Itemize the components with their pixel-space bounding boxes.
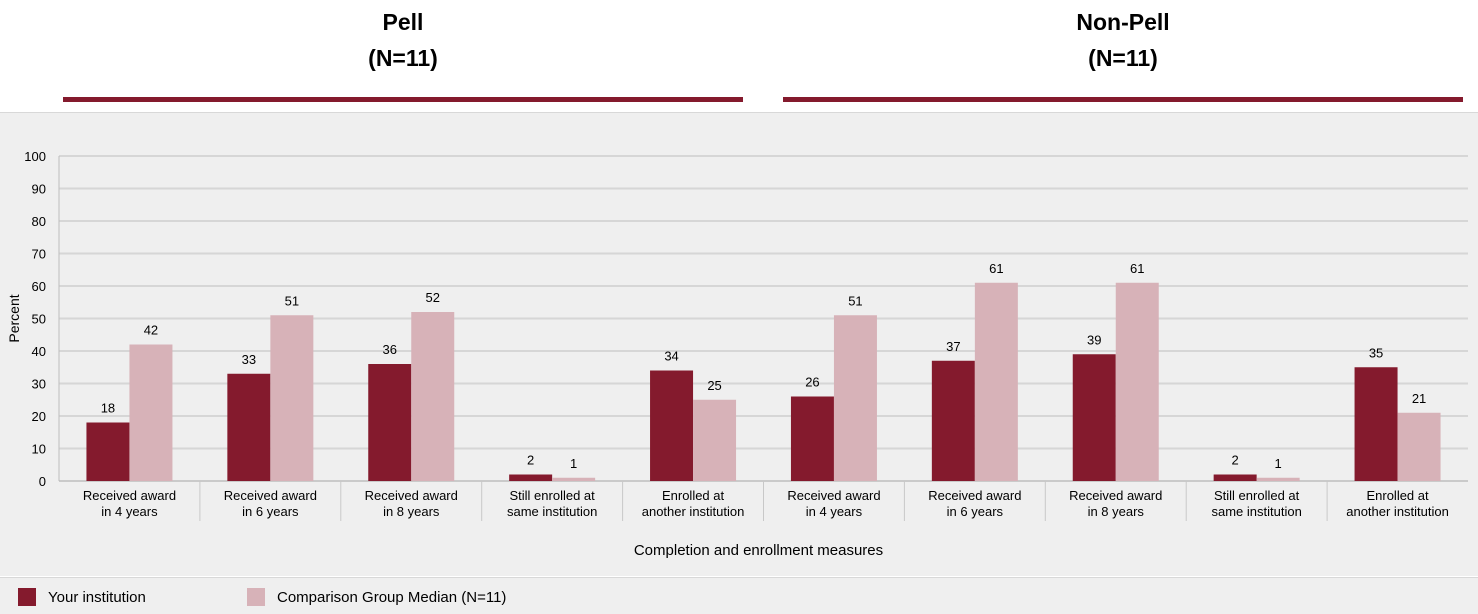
bar-institution: [931, 360, 975, 481]
data-label-institution: 34: [664, 349, 678, 364]
y-tick-label: 10: [32, 442, 46, 457]
bar-comparison: [270, 315, 314, 481]
data-label-comparison: 61: [989, 261, 1003, 276]
chart-header: Pell (N=11) Non-Pell (N=11): [0, 0, 1478, 112]
x-tick-label: another institution: [642, 504, 745, 519]
x-tick-label: Received award: [1069, 488, 1162, 503]
bar-institution: [1213, 474, 1257, 481]
x-tick-label: in 8 years: [383, 504, 440, 519]
legend-item-comparison: Comparison Group Median (N=11): [247, 588, 506, 606]
data-label-comparison: 61: [1130, 261, 1144, 276]
x-tick-label: Still enrolled at: [1214, 488, 1300, 503]
y-tick-label: 0: [39, 474, 46, 489]
x-tick-label: same institution: [1211, 504, 1301, 519]
x-tick-label: Received award: [224, 488, 317, 503]
y-tick-label: 90: [32, 182, 46, 197]
x-tick-label: in 4 years: [101, 504, 158, 519]
x-tick-label: in 4 years: [806, 504, 863, 519]
data-label-institution: 2: [1232, 453, 1239, 468]
bar-institution: [86, 422, 130, 481]
legend-swatch-institution: [18, 588, 36, 606]
x-tick-label: Received award: [787, 488, 880, 503]
data-label-comparison: 25: [707, 378, 721, 393]
data-label-comparison: 21: [1412, 391, 1426, 406]
bar-comparison: [693, 399, 737, 481]
data-label-comparison: 51: [848, 293, 862, 308]
y-tick-label: 100: [24, 149, 46, 164]
data-label-institution: 36: [383, 342, 397, 357]
y-tick-label: 70: [32, 247, 46, 262]
bar-institution: [1072, 354, 1116, 481]
bar-comparison: [974, 282, 1018, 481]
x-tick-label: in 6 years: [947, 504, 1004, 519]
y-tick-label: 30: [32, 377, 46, 392]
x-tick-label: in 8 years: [1088, 504, 1145, 519]
group-title-non-pell-n: (N=11): [1088, 45, 1158, 71]
data-label-comparison: 52: [426, 290, 440, 305]
data-label-institution: 37: [946, 339, 960, 354]
x-tick-label: Enrolled at: [662, 488, 725, 503]
bar-institution: [1354, 367, 1398, 481]
x-tick-label: another institution: [1346, 504, 1449, 519]
x-tick-label: Received award: [928, 488, 1021, 503]
data-label-comparison: 42: [144, 323, 158, 338]
y-tick-label: 80: [32, 214, 46, 229]
bar-comparison: [1397, 412, 1441, 481]
data-label-institution: 39: [1087, 332, 1101, 347]
bar-institution: [368, 364, 412, 481]
legend-label-institution: Your institution: [48, 588, 146, 606]
y-tick-label: 20: [32, 409, 46, 424]
bar-institution: [650, 370, 694, 481]
x-tick-label: in 6 years: [242, 504, 299, 519]
bar-institution: [790, 396, 834, 481]
bar-comparison: [552, 477, 596, 481]
bar-comparison: [1115, 282, 1159, 481]
data-label-institution: 26: [805, 375, 819, 390]
bar-institution: [509, 474, 553, 481]
bar-comparison: [129, 344, 173, 481]
legend: Your institution Comparison Group Median…: [0, 577, 1478, 614]
group-title-pell-n: (N=11): [368, 45, 438, 71]
x-axis-title: Completion and enrollment measures: [634, 542, 883, 559]
bar-comparison: [1256, 477, 1300, 481]
group-title-non-pell: Non-Pell (N=11): [783, 4, 1463, 76]
legend-item-institution: Your institution: [18, 588, 146, 606]
y-axis-title: Percent: [6, 294, 22, 342]
bar-comparison: [833, 315, 877, 481]
x-tick-label: Still enrolled at: [510, 488, 596, 503]
group-title-pell: Pell (N=11): [63, 4, 743, 76]
data-label-comparison: 1: [570, 456, 577, 471]
x-tick-label: same institution: [507, 504, 597, 519]
bar-comparison: [411, 312, 455, 481]
data-label-comparison: 51: [285, 293, 299, 308]
group-title-pell-name: Pell: [382, 9, 424, 35]
legend-swatch-comparison: [247, 588, 265, 606]
y-tick-label: 60: [32, 279, 46, 294]
data-label-comparison: 1: [1275, 456, 1282, 471]
x-tick-label: Received award: [365, 488, 458, 503]
data-label-institution: 2: [527, 453, 534, 468]
x-tick-label: Received award: [83, 488, 176, 503]
y-tick-label: 40: [32, 344, 46, 359]
data-label-institution: 35: [1369, 345, 1383, 360]
group-title-non-pell-name: Non-Pell: [1076, 9, 1170, 35]
group-rule-non-pell: [783, 97, 1463, 102]
data-label-institution: 18: [101, 401, 115, 416]
data-label-institution: 33: [242, 352, 256, 367]
y-tick-label: 50: [32, 312, 46, 327]
bar-institution: [227, 373, 271, 481]
x-tick-label: Enrolled at: [1366, 488, 1429, 503]
group-rule-pell: [63, 97, 743, 102]
legend-label-comparison: Comparison Group Median (N=11): [277, 588, 507, 606]
